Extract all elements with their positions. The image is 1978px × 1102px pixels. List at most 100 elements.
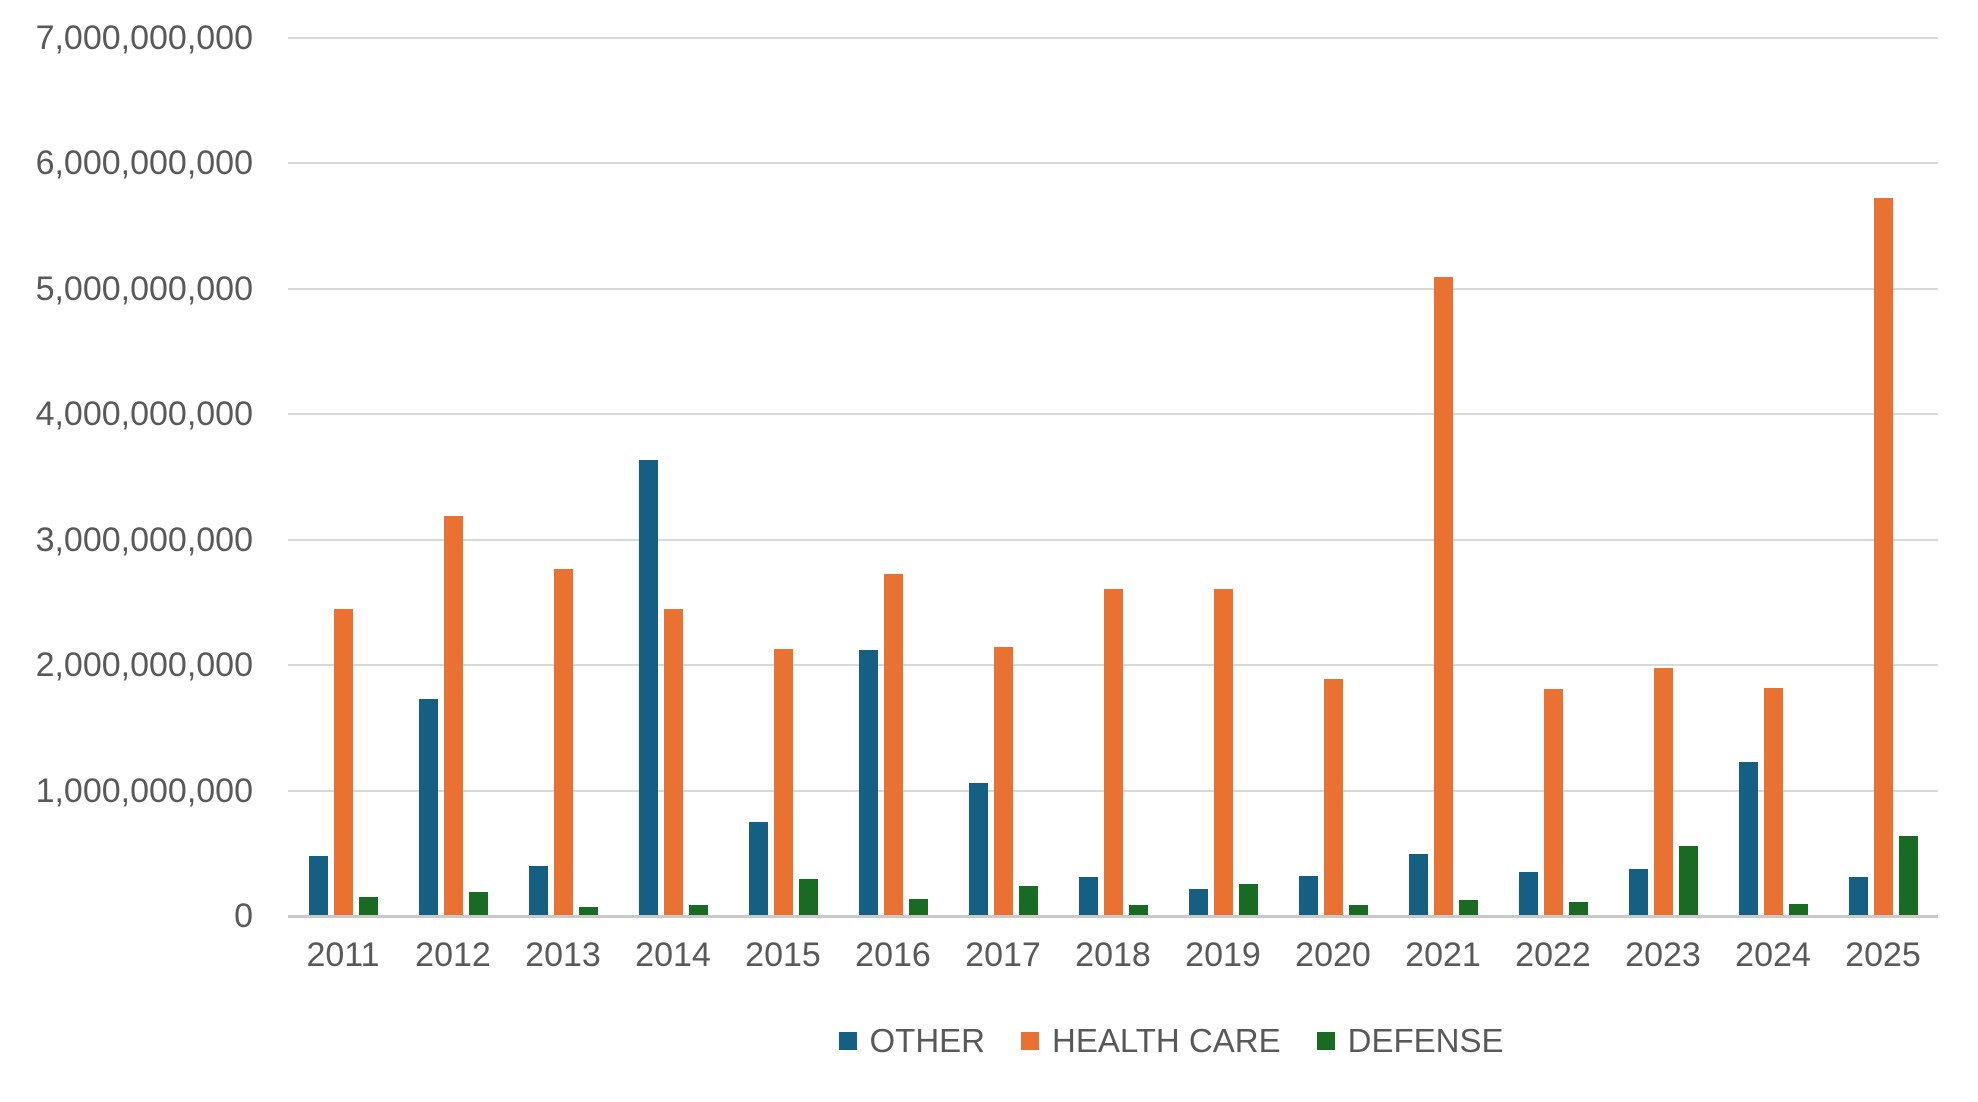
bar-defense-2022 [1568,902,1588,915]
x-tick-label-2022: 2022 [1515,936,1591,974]
bar-defense-2023 [1678,846,1698,915]
bar-health-care-2022 [1543,689,1563,915]
y-tick-label: 3,000,000,000 [35,520,253,559]
x-tick-label-2013: 2013 [525,936,601,974]
bar-health-care-2014 [663,609,683,915]
y-tick-label: 6,000,000,000 [35,144,253,183]
bar-health-care-2013 [553,569,573,915]
x-tick-label-2018: 2018 [1075,936,1151,974]
bar-defense-2017 [1018,886,1038,915]
bar-health-care-2011 [333,609,353,915]
gridline [288,162,1938,164]
bar-group-2013 [508,37,618,915]
bar-health-care-2020 [1323,679,1343,915]
bar-group-2024 [1718,37,1828,915]
bar-other-2013 [528,866,548,915]
legend-swatch-icon [1316,1032,1335,1050]
y-tick-label: 7,000,000,000 [35,19,253,57]
bar-group-2017 [948,37,1058,915]
bar-other-2011 [308,856,328,915]
bar-group-2020 [1278,37,1388,915]
bar-other-2025 [1848,877,1868,915]
bar-defense-2018 [1128,905,1148,915]
x-tick-label-2011: 2011 [306,936,380,974]
x-tick-label-2019: 2019 [1185,936,1261,974]
x-tick-label-2021: 2021 [1405,936,1481,974]
y-tick-label: 1,000,000,000 [35,771,253,810]
bar-defense-2014 [688,905,708,915]
x-tick-label-2025: 2025 [1845,936,1921,974]
bar-group-2012 [398,37,508,915]
legend-item-health-care: HEALTH CARE [1021,1022,1281,1060]
legend-item-defense: DEFENSE [1316,1022,1504,1060]
gridline [288,413,1938,415]
legend-item-other: OTHER [838,1022,986,1060]
bar-group-2016 [838,37,948,915]
bar-health-care-2012 [443,516,463,915]
y-tick-label: 4,000,000,000 [35,395,253,434]
bar-group-2018 [1058,37,1168,915]
bar-other-2015 [748,822,768,915]
bar-other-2012 [418,699,438,915]
x-tick-label-2020: 2020 [1295,936,1371,974]
bar-health-care-2015 [773,649,793,915]
bar-other-2022 [1518,872,1538,915]
y-tick-label: 0 [234,897,253,935]
bar-health-care-2024 [1763,688,1783,915]
bar-other-2019 [1188,889,1208,915]
bar-other-2024 [1738,762,1758,915]
bar-health-care-2017 [993,647,1013,915]
bar-defense-2015 [798,879,818,915]
legend-swatch-icon [1021,1032,1039,1050]
bar-group-2011 [288,37,398,915]
bar-group-2022 [1498,37,1608,915]
bar-group-2014 [618,37,728,915]
bar-group-2021 [1388,37,1498,915]
legend-label: OTHER [869,1022,986,1059]
bar-defense-2016 [908,899,928,915]
bar-other-2018 [1078,877,1098,915]
x-tick-label-2016: 2016 [855,936,931,974]
bar-other-2021 [1408,854,1428,915]
bars-layer [288,37,1938,915]
bar-health-care-2025 [1873,198,1893,915]
gridline [288,288,1938,290]
x-tick-label-2023: 2023 [1625,936,1701,974]
bar-other-2017 [968,783,988,915]
x-axis-line [288,915,1938,918]
bar-defense-2024 [1788,904,1808,915]
bar-other-2014 [638,460,658,915]
x-tick-label-2012: 2012 [415,936,491,974]
bar-health-care-2018 [1103,589,1123,915]
bar-group-2023 [1608,37,1718,915]
gridline [288,539,1938,541]
legend-swatch-icon [838,1032,857,1050]
gridline [288,37,1938,39]
legend: OTHER HEALTH CARE DEFENSE [346,1022,1978,1060]
x-axis-labels: 2011 2012 2013 2014 2015 2016 2017 2018 2019 2020… [288,936,1938,975]
bar-other-2020 [1298,876,1318,915]
bar-health-care-2016 [883,574,903,915]
bar-defense-2011 [358,897,378,915]
x-tick-label-2017: 2017 [965,936,1041,974]
bar-health-care-2021 [1433,277,1453,915]
bar-other-2016 [858,650,878,915]
bar-group-2015 [728,37,838,915]
bar-health-care-2023 [1653,668,1673,915]
bar-health-care-2019 [1213,589,1233,915]
bar-defense-2025 [1898,836,1918,915]
bar-defense-2021 [1458,900,1478,915]
bar-group-2025 [1828,37,1938,915]
y-tick-label: 2,000,000,000 [35,646,253,685]
x-tick-label-2014: 2014 [635,936,711,974]
plot-area [288,37,1938,918]
x-tick-label-2015: 2015 [745,936,821,974]
bar-other-2023 [1628,869,1648,915]
bar-defense-2012 [468,892,488,915]
bar-defense-2019 [1238,884,1258,915]
bar-defense-2020 [1348,905,1368,915]
legend-label: DEFENSE [1347,1022,1504,1059]
bar-group-2019 [1168,37,1278,915]
y-tick-label: 5,000,000,000 [35,269,253,308]
